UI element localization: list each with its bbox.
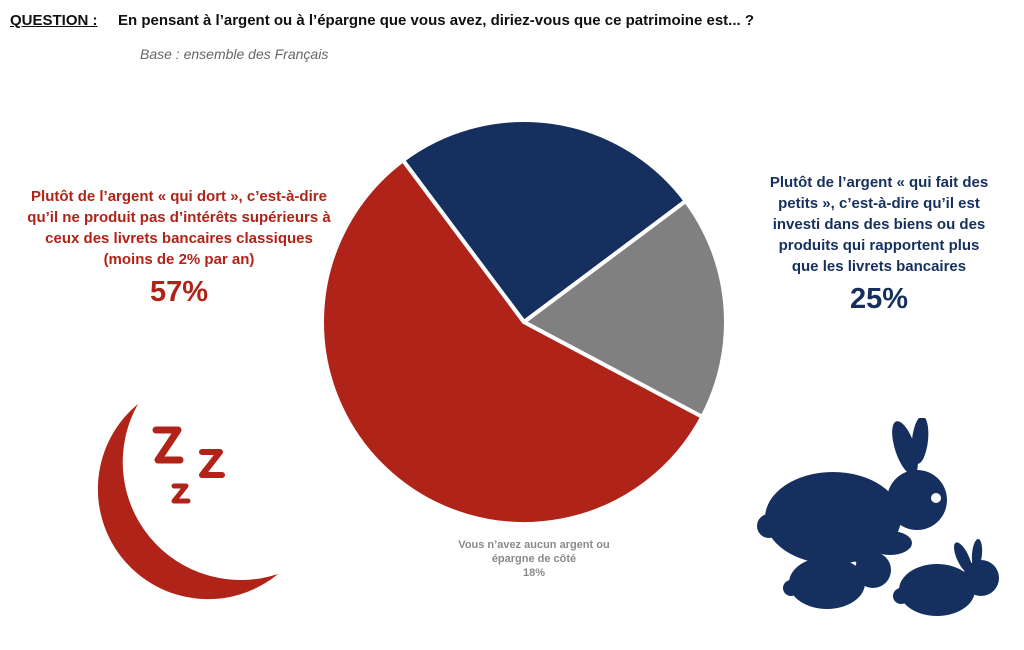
moon-zzz-icon — [97, 404, 278, 600]
slice-pct-gray: 18% — [522, 567, 546, 579]
slice-label-navy: Plutôt de l’argent « qui fait des petits… — [768, 172, 990, 317]
pie-slice-red — [320, 158, 705, 526]
pie-slice-gray — [522, 198, 728, 419]
slice-name-navy: Plutôt de l’argent « qui fait des petits… — [769, 174, 989, 275]
question-text: En pensant à l’argent ou à l’épargne que… — [118, 12, 754, 29]
rabbits-icon — [757, 418, 999, 616]
slice-label-red: Plutôt de l’argent « qui dort », c’est-à… — [20, 186, 338, 310]
question-header: QUESTION : En pensant à l’argent ou à l’… — [10, 12, 754, 29]
question-label: QUESTION : — [10, 12, 98, 29]
slice-label-gray: Vous n’avez aucun argent ou épargne de c… — [440, 538, 628, 580]
pie-slice-navy — [400, 118, 688, 324]
slice-name-red: Plutôt de l’argent « qui dort », c’est-à… — [27, 188, 331, 268]
slice-pct-navy: 25% — [849, 283, 909, 315]
slice-name-gray: Vous n’avez aucun argent ou épargne de c… — [458, 539, 610, 565]
base-note: Base : ensemble des Français — [140, 46, 329, 62]
slice-pct-red: 57% — [149, 276, 209, 308]
